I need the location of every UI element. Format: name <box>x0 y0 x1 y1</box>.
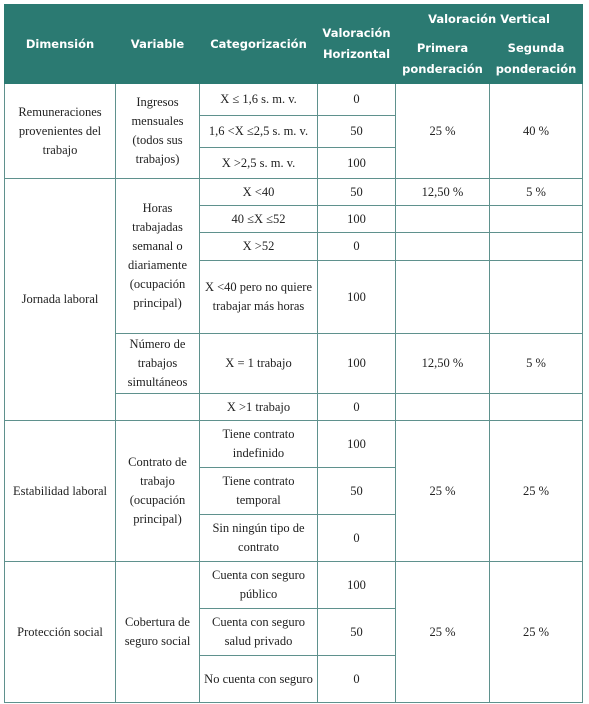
horizontal: 50 <box>317 178 396 206</box>
category: 1,6 <X ≤2,5 s. m. v. <box>199 115 318 148</box>
category: X >2,5 s. m. v. <box>199 147 318 179</box>
category: No cuenta con seguro <box>199 655 318 703</box>
empty-cell <box>488 393 584 421</box>
header-cell: Valoración Horizontal <box>317 4 396 84</box>
empty-cell <box>395 232 490 261</box>
empty-cell <box>395 393 490 421</box>
horizontal: 50 <box>317 467 396 515</box>
category: Sin ningún tipo de contrato <box>199 514 318 562</box>
horizontal: 100 <box>317 561 396 609</box>
variable: Ingresos mensuales (todos sus trabajos) <box>115 83 200 179</box>
category: Cuenta con seguro salud privado <box>199 608 318 656</box>
horizontal: 100 <box>317 333 396 394</box>
horizontal: 0 <box>317 393 396 421</box>
primera: 25 % <box>395 83 490 179</box>
horizontal: 0 <box>317 655 396 703</box>
primera: 25 % <box>395 561 490 703</box>
empty-cell <box>395 205 490 233</box>
segunda: 25 % <box>488 420 584 562</box>
variable: Cobertura de seguro social <box>115 561 200 703</box>
category: 40 ≤X ≤52 <box>199 205 318 233</box>
segunda: 5 % <box>488 178 584 206</box>
category: Tiene contrato indefinido <box>199 420 318 468</box>
dimension: Remuneraciones provenientes del trabajo <box>4 83 116 179</box>
valuation-table: Dimensión Variable Categorización Valora… <box>4 4 584 703</box>
horizontal: 100 <box>317 205 396 233</box>
category: X = 1 trabajo <box>199 333 318 394</box>
header-cell: Primera ponderación <box>395 33 490 84</box>
dimension: Estabilidad laboral <box>4 420 116 562</box>
empty-cell <box>115 393 200 421</box>
primera: 12,50 % <box>395 178 490 206</box>
dimension: Protección social <box>4 561 116 703</box>
category: X <40 pero no quiere trabajar más horas <box>199 260 318 334</box>
category: X ≤ 1,6 s. m. v. <box>199 83 318 116</box>
header-group: Valoración Vertical <box>394 4 584 34</box>
horizontal: 0 <box>317 232 396 261</box>
horizontal: 100 <box>317 420 396 468</box>
category: Tiene contrato temporal <box>199 467 318 515</box>
empty-cell <box>488 232 584 261</box>
variable: Número de trabajos simultáneos <box>115 333 200 394</box>
horizontal: 100 <box>317 147 396 179</box>
primera: 12,50 % <box>395 333 490 394</box>
header-cell: Categorización <box>199 4 318 84</box>
horizontal: 0 <box>317 83 396 116</box>
primera: 25 % <box>395 420 490 562</box>
category: X >1 trabajo <box>199 393 318 421</box>
variable: Contrato de trabajo (ocupación principal… <box>115 420 200 562</box>
empty-cell <box>488 205 584 233</box>
empty-cell <box>488 260 584 334</box>
horizontal: 50 <box>317 115 396 148</box>
category: Cuenta con seguro público <box>199 561 318 609</box>
header-cell: Segunda ponderación <box>488 33 584 84</box>
segunda: 5 % <box>488 333 584 394</box>
empty-cell <box>395 260 490 334</box>
horizontal: 50 <box>317 608 396 656</box>
horizontal: 0 <box>317 514 396 562</box>
header-cell: Dimensión <box>4 4 116 84</box>
segunda: 25 % <box>488 561 584 703</box>
category: X <40 <box>199 178 318 206</box>
horizontal: 100 <box>317 260 396 334</box>
segunda: 40 % <box>488 83 584 179</box>
header-cell: Variable <box>115 4 200 84</box>
variable: Horas trabajadas semanal o diariamente (… <box>115 178 200 334</box>
dimension: Jornada laboral <box>4 178 116 421</box>
category: X >52 <box>199 232 318 261</box>
